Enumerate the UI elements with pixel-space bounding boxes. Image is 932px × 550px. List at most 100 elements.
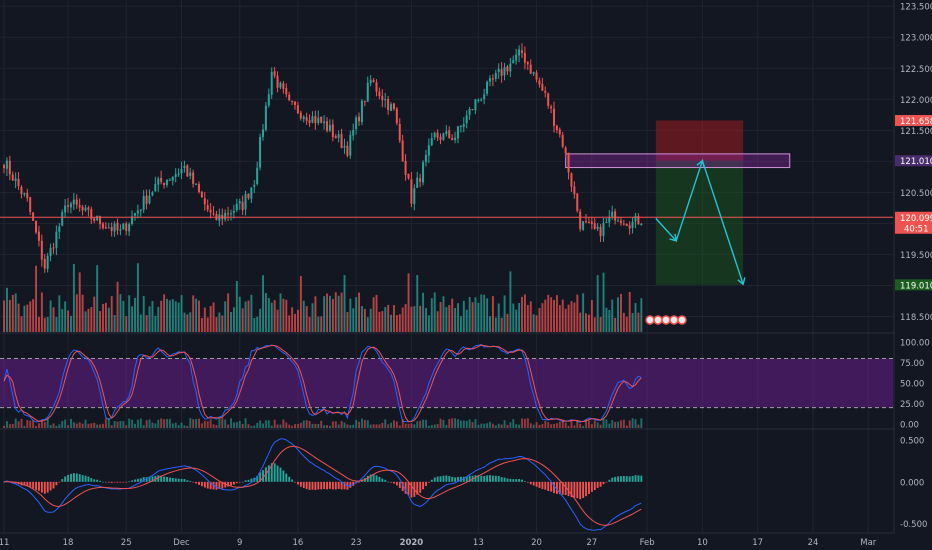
candle-body-29 (87, 207, 90, 210)
macd-histogram-bar-197 (576, 481, 579, 499)
candle-25 (75, 194, 78, 209)
volume-bar-124 (363, 308, 366, 332)
stoch-volume-bar-71 (209, 419, 212, 428)
candle-73 (215, 210, 218, 221)
volume-bar-100 (294, 313, 296, 332)
candle-body-91 (267, 94, 270, 106)
macd-histogram-bar-21 (64, 476, 67, 482)
candle-174 (509, 57, 512, 77)
candle-body-98 (288, 94, 291, 101)
candle-202 (590, 216, 593, 230)
stoch-volume-bar-27 (81, 423, 84, 428)
candle-body-154 (451, 137, 454, 141)
macd-signal-line (3, 445, 642, 526)
candle-61 (180, 161, 183, 180)
macd-histogram-bar-156 (457, 476, 459, 482)
volume-bar-173 (506, 313, 509, 332)
stoch-volume-bar-20 (61, 420, 64, 428)
stoch-volume-bar-144 (422, 419, 425, 428)
macd-histogram-bar-82 (241, 481, 244, 483)
stoch-volume-bar-129 (378, 424, 381, 428)
volume-bar-126 (369, 308, 372, 332)
candle-body-117 (343, 145, 346, 148)
candle-body-103 (302, 116, 305, 120)
volume-bar-121 (355, 297, 358, 332)
stoch-volume-bar-120 (352, 424, 355, 428)
volume-bar-193 (564, 308, 567, 332)
volume-bar-172 (503, 295, 506, 332)
candle-147 (430, 132, 433, 147)
volume-bar-25 (75, 294, 78, 332)
candle-body-38 (113, 223, 116, 232)
volume-bar-219 (640, 298, 643, 332)
candle-30 (90, 206, 93, 225)
volume-bar-180 (526, 305, 529, 332)
volume-bar-74 (218, 312, 221, 332)
macd-histogram-bar-41 (122, 481, 125, 483)
candle-body-70 (206, 205, 209, 210)
candle-194 (567, 152, 570, 180)
volume-bar-116 (340, 292, 343, 332)
volume-bar-47 (139, 314, 142, 332)
stoch-volume-bar-101 (297, 424, 299, 428)
macd-histogram-bar-55 (163, 476, 166, 482)
candle-62 (183, 160, 186, 173)
stoch-volume-bar-24 (72, 422, 75, 428)
macd-histogram-bar-210 (614, 476, 617, 482)
stoch-volume-bar-212 (620, 420, 622, 428)
candle-body-209 (611, 211, 614, 217)
candle-body-120 (352, 129, 355, 136)
volume-bar-92 (270, 302, 273, 332)
candle-43 (128, 222, 131, 237)
macd-histogram-bar-154 (451, 476, 454, 482)
macd-histogram-bar-91 (267, 465, 270, 482)
volume-bar-165 (483, 294, 486, 332)
candle-152 (445, 125, 448, 137)
stoch-volume-bar-53 (157, 419, 160, 428)
volume-bar-81 (238, 296, 241, 332)
volume-bar-1 (6, 287, 8, 332)
candle-175 (512, 55, 515, 64)
take-profit-zone (655, 160, 744, 285)
stoch-volume-bar-115 (337, 424, 340, 428)
stoch-volume-bar-156 (457, 419, 459, 428)
price-axis[interactable]: 118.500119.000119.500120.000120.500121.0… (895, 0, 932, 550)
candle-body-212 (619, 220, 622, 223)
stoch-volume-bar-89 (262, 423, 264, 428)
stoch-volume-bar-56 (166, 418, 168, 428)
candle-104 (305, 112, 308, 125)
stoch-volume-bar-118 (346, 424, 349, 428)
macd-histogram-bar-80 (235, 481, 238, 484)
stoch-volume-bar-182 (532, 424, 535, 428)
macd-histogram-bar-94 (276, 465, 279, 482)
volume-bar-83 (244, 301, 247, 332)
stoch-volume-bar-1 (6, 421, 8, 428)
volume-bar-17 (52, 307, 55, 332)
candle-107 (314, 110, 317, 130)
candle-190 (555, 124, 558, 134)
candle-143 (419, 173, 422, 188)
stoch-volume-bar-201 (588, 420, 590, 428)
stoch-volume-bar-183 (535, 422, 538, 428)
candle-180 (526, 61, 529, 70)
volume-bar-146 (427, 315, 430, 332)
time-axis[interactable]: 11 18 25 Dec 9 16 23 2020 13 20 27 Feb 10 17 24 Mar (0, 538, 877, 548)
stoch-volume-bar-66 (195, 419, 198, 428)
candle-167 (488, 75, 491, 87)
macd-histogram-bar-168 (491, 475, 494, 482)
macd-histogram-bar-96 (282, 470, 285, 482)
stoch-volume-bar-170 (497, 423, 500, 428)
macd-histogram-bar-33 (99, 480, 102, 482)
candle-body-213 (622, 223, 625, 225)
candle-body-46 (136, 210, 139, 214)
stoch-volume-bar-113 (331, 421, 334, 428)
candle-body-191 (558, 129, 561, 135)
candle-110 (323, 115, 326, 130)
price-tick-label-10: 123.500 (900, 3, 932, 13)
volume-bar-86 (253, 317, 256, 332)
volume-bar-24 (72, 263, 75, 332)
volume-bar-85 (250, 294, 253, 332)
stoch-volume-bar-200 (585, 419, 587, 428)
stoch-volume-bar-52 (154, 423, 157, 428)
